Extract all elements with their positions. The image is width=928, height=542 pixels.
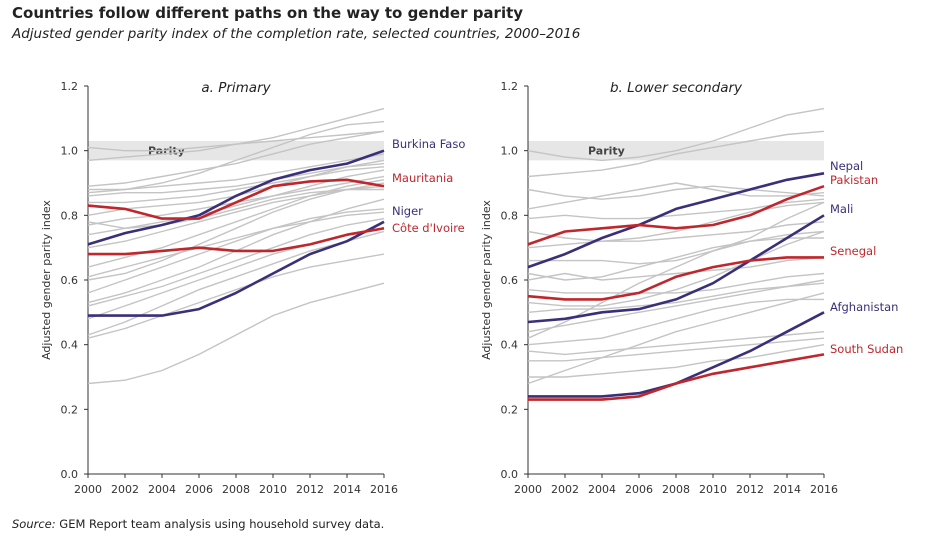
panel-1-series-label: Burkina Faso <box>392 137 465 151</box>
chart-title: Countries follow different paths on the … <box>12 4 524 22</box>
panel-2-y-axis-title: Adjusted gender parity index <box>480 200 493 360</box>
panel-1-background-series-line <box>87 130 385 187</box>
panel-2-x-tick-label: 2010 <box>699 483 727 496</box>
panel-1-x-tick-label: 2000 <box>74 483 102 496</box>
panel-2-x-tick-label: 2000 <box>514 483 542 496</box>
panel-2-series-label: Pakistan <box>830 173 878 187</box>
panel-1-background-series-line <box>87 188 384 230</box>
panel-1-background-series-line <box>87 230 385 336</box>
panel-2-series-label: Nepal <box>830 159 863 173</box>
panel-1-background-series-line <box>87 217 385 307</box>
panel-1-y-tick-label: 0.4 <box>61 339 79 352</box>
panel-2-background-series-line <box>527 331 825 356</box>
panel-1-y-tick-label: 0.8 <box>61 209 79 222</box>
panel-2-title: b. Lower secondary <box>610 80 743 96</box>
panel-1-series-line <box>88 227 385 256</box>
panel-2-y-tick-label: 1.2 <box>501 80 519 93</box>
panel-1-series-label: Mauritania <box>392 171 453 185</box>
panel-2-background-series-line <box>527 221 825 249</box>
chart-subtitle: Adjusted gender parity index of the comp… <box>12 26 581 42</box>
panel-1-background-series-line <box>87 175 385 236</box>
panel-1-x-tick-label: 2004 <box>148 483 176 496</box>
panel-2-background-series-line <box>527 279 825 333</box>
source-text: GEM Report team analysis using household… <box>55 517 385 531</box>
panel-1-background-series-line <box>87 185 385 249</box>
panel-1-background-series-line <box>87 282 385 385</box>
panel-2-background-series-line <box>528 201 825 265</box>
panel-2-background-series-line <box>527 282 825 313</box>
panel-2-x-tick-label: 2012 <box>736 483 764 496</box>
panel-1-background-series-line <box>87 162 385 197</box>
panel-2-y-tick-label: 0.2 <box>501 403 519 416</box>
panel-1-background-series-line <box>88 166 385 204</box>
panel-2-background-series-line <box>527 182 825 210</box>
panel-2-y-tick-label: 0.8 <box>501 209 519 222</box>
panel-2-background-series-line <box>527 237 824 281</box>
panel-1-background-series-line <box>87 120 385 194</box>
panel-1-x-tick-label: 2002 <box>111 483 139 496</box>
panel-2-y-tick-label: 0.6 <box>501 274 519 287</box>
panel-1-y-tick-label: 0.6 <box>61 274 79 287</box>
panel-1-series-label: Côte d'Ivoire <box>392 221 465 235</box>
panel-2-x-tick-label: 2006 <box>625 483 653 496</box>
panel-2-background-series-line <box>527 130 825 178</box>
panel-2-x-tick-label: 2004 <box>588 483 616 496</box>
panel-1-background-series-line <box>87 182 385 281</box>
panel-1-background-series-line <box>88 153 385 191</box>
panel-2-series-line <box>527 214 825 324</box>
panel-2-background-series-line <box>528 337 825 362</box>
panel-2-background-series-line <box>527 201 825 242</box>
panel-1-series-label: Niger <box>392 204 423 218</box>
panel-1-x-tick-label: 2012 <box>296 483 324 496</box>
panel-2-series-line <box>527 172 825 269</box>
panel-2-background-series-line <box>528 344 825 378</box>
panel-1-title: a. Primary <box>201 80 271 96</box>
panel-2-series-label: South Sudan <box>830 342 903 356</box>
panel-2-y-tick-label: 0.0 <box>501 468 519 481</box>
panel-1-series-line <box>87 149 385 246</box>
panel-2-background-series-line <box>527 298 824 346</box>
panel-2-y-tick-label: 0.4 <box>501 339 519 352</box>
panel-2-background-series-line <box>527 292 825 385</box>
panel-2-series-line <box>527 256 824 301</box>
panel-2-series-line <box>527 184 825 246</box>
panel-1-series-line <box>88 220 385 317</box>
panel-1-y-tick-label: 0.0 <box>61 468 79 481</box>
panel-2-background-series-line <box>527 272 825 294</box>
panel-2-x-tick-label: 2014 <box>773 483 801 496</box>
panel-2-series-label: Senegal <box>830 244 876 258</box>
panel-1-background-series-line <box>87 253 385 339</box>
panel-2-background-series-line <box>527 256 825 281</box>
panel-1-background-series-line <box>87 208 385 294</box>
panel-2-x-tick-label: 2002 <box>551 483 579 496</box>
source-note: Source: GEM Report team analysis using h… <box>12 517 384 531</box>
panel-1-y-axis-title: Adjusted gender parity index <box>40 200 53 360</box>
panel-2-background-series-line <box>527 107 825 162</box>
panel-1-x-tick-label: 2016 <box>370 483 398 496</box>
panel-2-series-line <box>528 353 825 401</box>
panel-2-background-series-line <box>527 185 825 200</box>
panel-1-parity-band <box>88 140 384 161</box>
panel-2-series-label: Afghanistan <box>830 300 898 314</box>
panel-1-y-tick-label: 1.2 <box>61 80 79 93</box>
panel-2-background-series-line <box>527 230 825 307</box>
panel-2-parity-label: Parity <box>588 145 625 158</box>
panel-2-y-tick-label: 1.0 <box>501 145 519 158</box>
panel-1-y-tick-label: 1.0 <box>61 145 79 158</box>
panel-2-x-tick-label: 2016 <box>810 483 838 496</box>
panel-1-background-series-line <box>87 130 385 152</box>
panel-1-x-tick-label: 2006 <box>185 483 213 496</box>
panel-1-background-series-line <box>87 211 385 278</box>
panel-1-series-line <box>87 178 385 220</box>
panel-1-x-tick-label: 2010 <box>259 483 287 496</box>
panel-2-x-tick-label: 2008 <box>662 483 690 496</box>
panel-2-series-label: Mali <box>830 202 853 216</box>
source-label: Source: <box>12 517 56 531</box>
panel-1-x-tick-label: 2014 <box>333 483 361 496</box>
panel-1-y-tick-label: 0.2 <box>61 403 79 416</box>
panel-1-x-tick-label: 2008 <box>222 483 250 496</box>
